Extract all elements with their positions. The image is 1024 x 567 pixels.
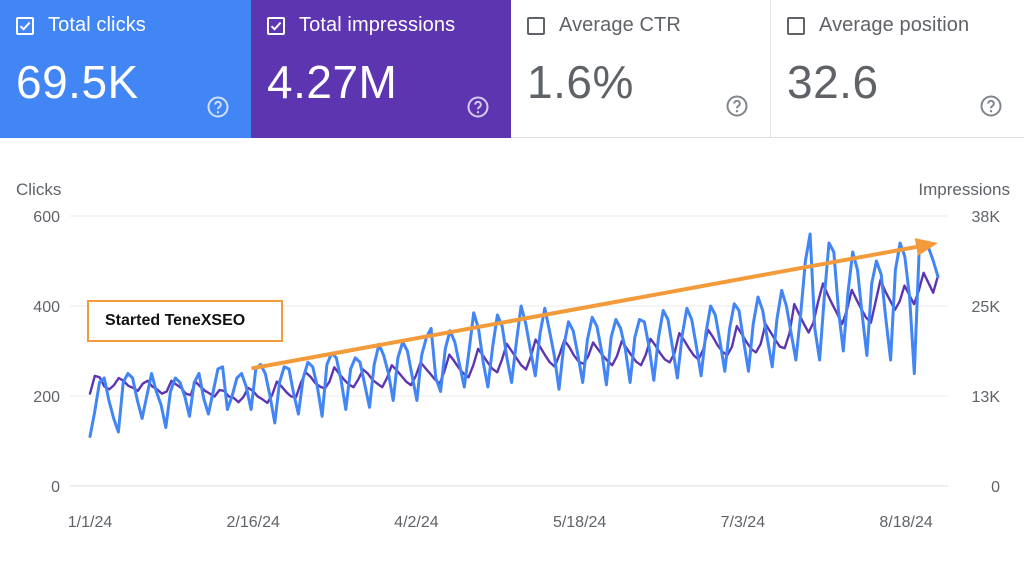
series-lines xyxy=(88,232,940,438)
average-position-card[interactable]: Average position 32.6 xyxy=(771,0,1024,138)
checkbox-icon[interactable] xyxy=(267,16,285,35)
help-circle-icon[interactable] xyxy=(726,95,748,117)
card-label: Total impressions xyxy=(299,14,456,36)
y-right-tick-label: 0 xyxy=(991,479,1000,496)
help-circle-icon[interactable] xyxy=(207,96,229,118)
y-left-axis-label: Clicks xyxy=(16,180,61,199)
total-impressions-card[interactable]: Total impressions 4.27M xyxy=(251,0,511,138)
arrow-right-icon xyxy=(914,238,938,256)
annotation-label: Started TeneXSEO xyxy=(105,312,246,329)
x-tick-label: 2/16/24 xyxy=(227,514,280,531)
y-left-tick-label: 600 xyxy=(33,209,60,226)
x-tick-label: 1/1/24 xyxy=(68,514,113,531)
y-right-tick-label: 13K xyxy=(972,389,1001,406)
x-tick-label: 8/18/24 xyxy=(879,514,932,531)
total-clicks-card[interactable]: Total clicks 69.5K xyxy=(0,0,251,138)
card-value: 32.6 xyxy=(787,56,879,108)
y-right-axis-label: Impressions xyxy=(918,180,1010,199)
x-tick-label: 4/2/24 xyxy=(394,514,439,531)
card-value: 4.27M xyxy=(267,56,398,108)
y-right-ticks: 0 13K 25K 38K xyxy=(972,209,1001,496)
checkbox-icon[interactable] xyxy=(527,16,545,35)
card-header: Average position xyxy=(787,14,969,37)
y-left-tick-label: 0 xyxy=(51,479,60,496)
y-right-tick-label: 38K xyxy=(972,209,1001,226)
card-header: Total clicks xyxy=(16,14,146,37)
clicks-line xyxy=(88,232,940,438)
card-header: Total impressions xyxy=(267,14,455,37)
card-value: 69.5K xyxy=(16,56,139,108)
y-left-ticks: 0 200 400 600 xyxy=(33,209,60,496)
y-right-tick-label: 25K xyxy=(972,299,1001,316)
performance-chart: Clicks Impressions 0 200 400 600 0 13K 25K 38K… xyxy=(16,180,1010,531)
card-label: Total clicks xyxy=(48,14,146,36)
trend-arrow xyxy=(251,238,938,371)
average-ctr-card[interactable]: Average CTR 1.6% xyxy=(511,0,771,138)
help-circle-icon[interactable] xyxy=(467,96,489,118)
checkbox-icon[interactable] xyxy=(787,16,805,35)
help-circle-icon[interactable] xyxy=(980,95,1002,117)
trend-arrow-line xyxy=(251,244,919,371)
metric-cards: Total clicks 69.5K Total impressions 4.2… xyxy=(0,0,1024,138)
card-header: Average CTR xyxy=(527,14,681,37)
gridlines xyxy=(70,215,948,487)
checkbox-icon[interactable] xyxy=(16,16,34,35)
card-label: Average CTR xyxy=(559,14,681,36)
x-tick-label: 5/18/24 xyxy=(553,514,606,531)
x-tick-label: 7/3/24 xyxy=(721,514,766,531)
y-left-tick-label: 200 xyxy=(33,389,60,406)
annotation-box: Started TeneXSEO xyxy=(87,300,283,342)
x-axis-ticks: 1/1/24 2/16/24 4/2/24 5/18/24 7/3/24 8/18/24 xyxy=(68,514,933,531)
card-label: Average position xyxy=(819,14,970,36)
y-left-tick-label: 400 xyxy=(33,299,60,316)
card-value: 1.6% xyxy=(527,56,634,108)
